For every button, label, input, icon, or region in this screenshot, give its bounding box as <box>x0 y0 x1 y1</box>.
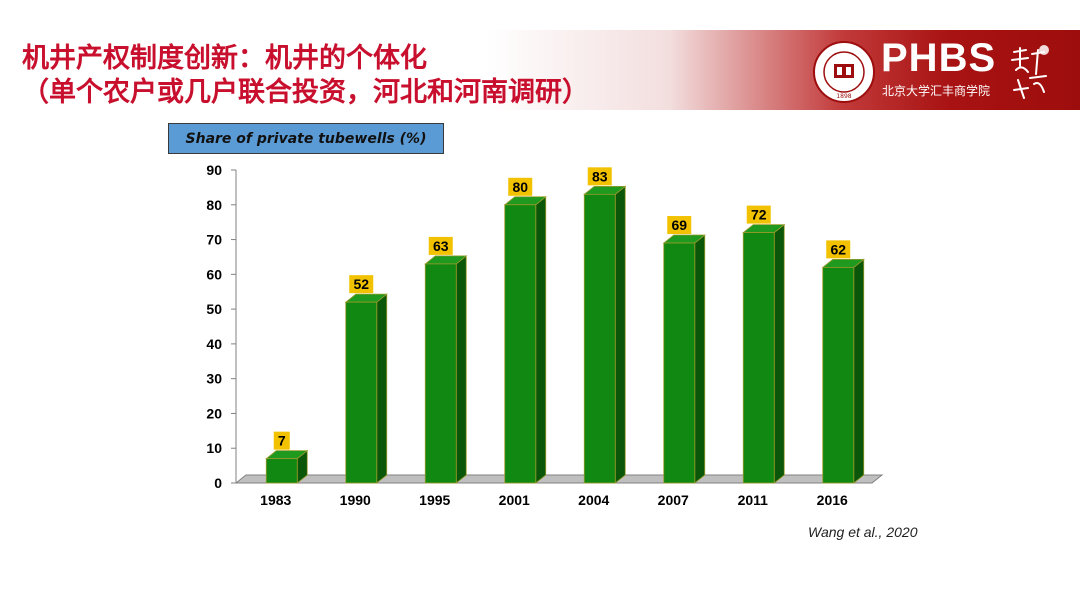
bar-front <box>504 204 537 484</box>
x-tick-label: 1983 <box>260 492 291 508</box>
chart-title-box: Share of private tubewells (%) <box>168 123 444 154</box>
bar-side <box>773 223 785 484</box>
data-label-box <box>826 240 851 259</box>
data-label-box <box>508 177 533 196</box>
bar-side <box>535 195 547 484</box>
x-tick-label: 1995 <box>419 492 450 508</box>
data-label-box <box>428 236 453 255</box>
bar-front <box>345 301 378 484</box>
university-seal-icon: 1898 <box>813 41 875 103</box>
y-tick-label: 0 <box>214 475 222 491</box>
header-band <box>0 30 1080 110</box>
x-tick-label: 2016 <box>817 492 848 508</box>
logo-text: PHBS <box>881 36 997 80</box>
data-label-box <box>667 216 692 235</box>
y-tick-label: 50 <box>206 301 222 317</box>
calligraphy-logo-icon <box>1011 45 1049 99</box>
x-tick-label: 2001 <box>499 492 530 508</box>
logo-subtext: 北京大学汇丰商学院 <box>882 84 991 98</box>
data-label: 69 <box>671 217 687 233</box>
y-tick-label: 90 <box>206 162 222 178</box>
data-label: 62 <box>830 241 846 257</box>
data-label: 7 <box>278 433 286 449</box>
bar-front <box>583 193 616 484</box>
bar-side <box>694 234 706 484</box>
y-tick-label: 60 <box>206 266 222 282</box>
x-tick-label: 1990 <box>340 492 371 508</box>
slide-title-line2: （单个农户或几户联合投资，河北和河南调研） <box>22 77 589 108</box>
bar-front <box>742 232 775 484</box>
bar-side <box>614 185 626 484</box>
data-label: 63 <box>433 238 449 254</box>
data-label-box <box>273 431 290 450</box>
bar-side <box>376 293 388 484</box>
y-tick-label: 10 <box>206 440 222 456</box>
chart-floor <box>234 474 884 484</box>
data-label: 72 <box>751 207 767 223</box>
x-tick-label: 2011 <box>738 492 769 508</box>
chart-title: Share of private tubewells (%) <box>185 130 427 147</box>
seal-year: 1898 <box>836 93 851 100</box>
bar-front <box>663 242 696 484</box>
x-tick-label: 2004 <box>578 492 609 508</box>
data-label-box <box>746 205 771 224</box>
y-tick-label: 40 <box>206 336 222 352</box>
y-tick-label: 70 <box>206 232 222 248</box>
bar-side <box>853 258 865 484</box>
bar-front <box>822 266 855 484</box>
data-label: 80 <box>512 179 528 195</box>
slide-title-line1: 机井产权制度创新：机井的个体化 <box>22 43 427 74</box>
source-note: Wang et al., 2020 <box>808 524 918 540</box>
data-label-box <box>587 167 612 186</box>
data-label-box <box>349 275 374 294</box>
bar-front <box>424 263 457 484</box>
x-tick-label: 2007 <box>658 492 689 508</box>
y-tick-label: 30 <box>206 371 222 387</box>
bar-front <box>265 458 298 484</box>
bar-side <box>455 255 467 484</box>
data-label: 83 <box>592 168 608 184</box>
y-tick-label: 80 <box>206 197 222 213</box>
data-label: 52 <box>353 276 369 292</box>
y-tick-label: 20 <box>206 405 222 421</box>
